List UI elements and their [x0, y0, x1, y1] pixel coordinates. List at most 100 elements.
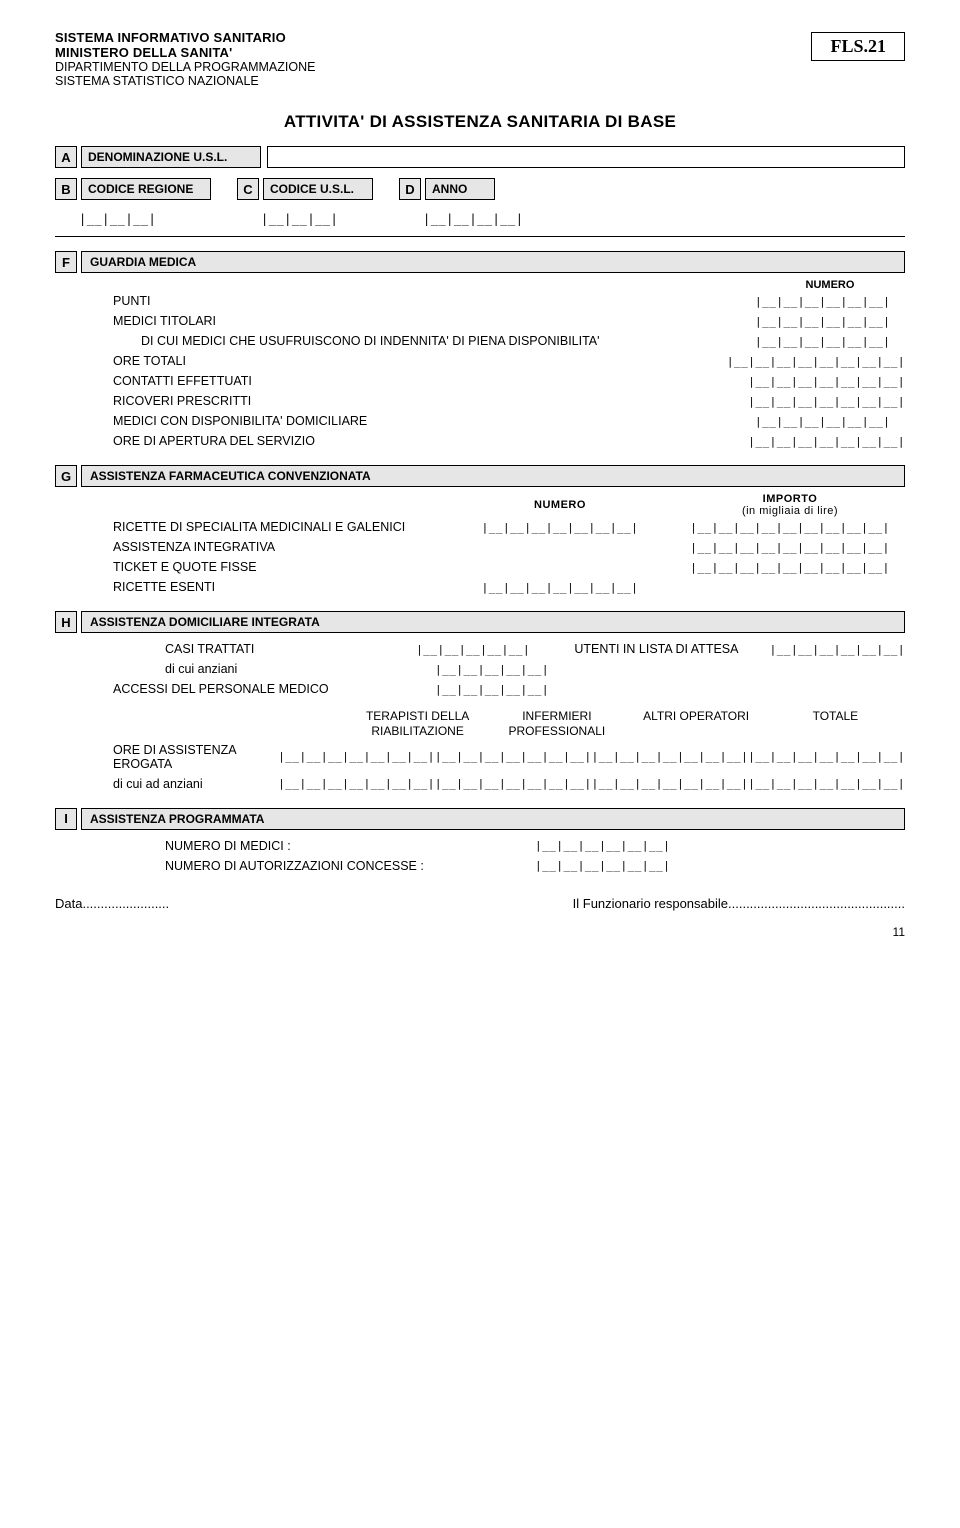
field-input-importo[interactable]: |__|__|__|__|__|__|__|__|__| [675, 561, 905, 574]
input-anziani[interactable]: |__|__|__|__|__| [435, 663, 605, 676]
table-cell-input[interactable]: |__|__|__|__|__|__|__| [435, 777, 592, 790]
field-row: MEDICI CON DISPONIBILITA' DOMICILIARE|__… [55, 411, 905, 431]
field-label: RICETTE DI SPECIALITA MEDICINALI E GALEN… [113, 520, 445, 534]
table-cell-input[interactable]: |__|__|__|__|__|__|__| [278, 777, 435, 790]
label-anno: ANNO [425, 178, 495, 200]
field-label: DI CUI MEDICI CHE USUFRUISCONO DI INDENN… [141, 334, 755, 348]
footer-signer: Il Funzionario responsabile.............… [573, 896, 905, 911]
letter-f: F [55, 251, 77, 273]
label-anziani: di cui anziani [165, 662, 435, 676]
field-label: NUMERO DI MEDICI : [165, 839, 535, 853]
row-denominazione: A DENOMINAZIONE U.S.L. [55, 146, 905, 168]
field-row: RICOVERI PRESCRITTI|__|__|__|__|__|__|__… [55, 391, 905, 411]
colhead-infermieri: INFERMIERI PROFESSIONALI [487, 707, 626, 740]
label-section-g: ASSISTENZA FARMACEUTICA CONVENZIONATA [81, 465, 905, 487]
field-input[interactable]: |__|__|__|__|__|__| [755, 415, 905, 428]
col-header-importo-text: IMPORTO [763, 493, 818, 505]
letter-h: H [55, 611, 77, 633]
field-label: TICKET E QUOTE FISSE [113, 560, 445, 574]
letter-d: D [399, 178, 421, 200]
field-input-numero[interactable]: |__|__|__|__|__|__|__| [445, 581, 675, 594]
letter-g: G [55, 465, 77, 487]
row-casi-trattati: CASI TRATTATI |__|__|__|__|__| UTENTI IN… [55, 639, 905, 659]
colhead-altri: ALTRI OPERATORI [627, 707, 766, 740]
table-cell-input[interactable]: |__|__|__|__|__|__|__| [748, 777, 905, 790]
col-header-numero-g: NUMERO [445, 499, 675, 511]
row-label: ORE DI ASSISTENZA EROGATA [113, 743, 278, 771]
field-input[interactable]: |__|__|__|__|__|__| [535, 859, 705, 872]
footer-data: Data........................ [55, 896, 169, 911]
section-i-bar: I ASSISTENZA PROGRAMMATA [55, 808, 905, 830]
input-denominazione[interactable] [267, 146, 905, 168]
table-cell-input[interactable]: |__|__|__|__|__|__|__| [748, 750, 905, 763]
label-utenti-lista: UTENTI IN LISTA DI ATTESA [574, 642, 769, 656]
field-input[interactable]: |__|__|__|__|__|__| [535, 839, 705, 852]
section-h-data: ORE DI ASSISTENZA EROGATA|__|__|__|__|__… [55, 740, 905, 794]
field-label: MEDICI CON DISPONIBILITA' DOMICILIARE [113, 414, 755, 428]
section-g-colhead: NUMERO IMPORTO (in migliaia di lire) [55, 493, 905, 517]
form-code-box: FLS.21 [811, 32, 905, 61]
table-cell-input[interactable]: |__|__|__|__|__|__|__| [435, 750, 592, 763]
section-f-rows: PUNTI|__|__|__|__|__|__|MEDICI TITOLARI|… [55, 291, 905, 451]
letter-c: C [237, 178, 259, 200]
col-codice-regione: B CODICE REGIONE |__|__|__| [55, 178, 211, 226]
col-header-importo: IMPORTO (in migliaia di lire) [675, 493, 905, 517]
row-accessi: ACCESSI DEL PERSONALE MEDICO |__|__|__|_… [55, 679, 905, 699]
field-row: ASSISTENZA INTEGRATIVA |__|__|__|__|__|__… [55, 537, 905, 557]
footer: Data........................ Il Funziona… [55, 896, 905, 911]
table-cell-input[interactable]: |__|__|__|__|__|__|__| [592, 777, 749, 790]
label-accessi: ACCESSI DEL PERSONALE MEDICO [113, 682, 435, 696]
input-utenti-lista[interactable]: |__|__|__|__|__|__| [770, 643, 905, 656]
col-header-numero: NUMERO [755, 279, 905, 291]
page-title: ATTIVITA' DI ASSISTENZA SANITARIA DI BAS… [55, 112, 905, 132]
field-input[interactable]: |__|__|__|__|__|__| [755, 295, 905, 308]
label-codice-regione: CODICE REGIONE [81, 178, 211, 200]
table-cell-input[interactable]: |__|__|__|__|__|__|__| [278, 750, 435, 763]
label-section-i: ASSISTENZA PROGRAMMATA [81, 808, 905, 830]
field-input-numero[interactable]: |__|__|__|__|__|__|__| [445, 521, 675, 534]
field-input-importo[interactable]: |__|__|__|__|__|__|__|__|__| [675, 521, 905, 534]
field-input[interactable]: |__|__|__|__|__|__|__| [748, 395, 905, 408]
label-codice-usl: CODICE U.S.L. [263, 178, 373, 200]
input-accessi[interactable]: |__|__|__|__|__| [435, 683, 549, 696]
input-casi-trattati[interactable]: |__|__|__|__|__| [416, 643, 574, 656]
field-input[interactable]: |__|__|__|__|__|__|__| [748, 375, 905, 388]
col-header-importo-sub: (in migliaia di lire) [742, 505, 838, 517]
section-f-colhead: NUMERO [55, 279, 905, 291]
letter-a: A [55, 146, 77, 168]
label-denominazione: DENOMINAZIONE U.S.L. [81, 146, 261, 168]
colhead-terapisti: TERAPISTI DELLA RIABILITAZIONE [348, 707, 487, 740]
input-anno[interactable]: |__|__|__|__| [423, 212, 523, 226]
field-label: CONTATTI EFFETTUATI [113, 374, 748, 388]
field-input[interactable]: |__|__|__|__|__|__| [755, 315, 905, 328]
header-line-4: SISTEMA STATISTICO NAZIONALE [55, 74, 315, 88]
field-row: NUMERO DI MEDICI :|__|__|__|__|__|__| [55, 836, 905, 856]
field-row: NUMERO DI AUTORIZZAZIONI CONCESSE :|__|_… [55, 856, 905, 876]
field-row: DI CUI MEDICI CHE USUFRUISCONO DI INDENN… [55, 331, 905, 351]
header-line-3: DIPARTIMENTO DELLA PROGRAMMAZIONE [55, 60, 315, 74]
input-codice-regione[interactable]: |__|__|__| [79, 212, 211, 226]
col-codice-usl: C CODICE U.S.L. |__|__|__| [237, 178, 373, 226]
section-g-rows: RICETTE DI SPECIALITA MEDICINALI E GALEN… [55, 517, 905, 597]
label-section-h: ASSISTENZA DOMICILIARE INTEGRATA [81, 611, 905, 633]
section-f-bar: F GUARDIA MEDICA [55, 251, 905, 273]
field-label: PUNTI [113, 294, 755, 308]
section-i-rows: NUMERO DI MEDICI :|__|__|__|__|__|__|NUM… [55, 836, 905, 876]
field-input[interactable]: |__|__|__|__|__|__|__|__| [727, 355, 905, 368]
table-row: di cui ad anziani|__|__|__|__|__|__|__||… [55, 774, 905, 794]
page-number: 11 [55, 925, 905, 939]
header-line-2: MINISTERO DELLA SANITA' [55, 45, 315, 60]
field-label: ASSISTENZA INTEGRATIVA [113, 540, 445, 554]
field-label: NUMERO DI AUTORIZZAZIONI CONCESSE : [165, 859, 535, 873]
letter-i: I [55, 808, 77, 830]
section-h-bar: H ASSISTENZA DOMICILIARE INTEGRATA [55, 611, 905, 633]
field-row: MEDICI TITOLARI|__|__|__|__|__|__| [55, 311, 905, 331]
input-codice-usl[interactable]: |__|__|__| [261, 212, 373, 226]
field-input-importo[interactable]: |__|__|__|__|__|__|__|__|__| [675, 541, 905, 554]
label-casi-trattati: CASI TRATTATI [165, 642, 416, 656]
field-input[interactable]: |__|__|__|__|__|__| [755, 335, 905, 348]
divider [55, 236, 905, 237]
table-cell-input[interactable]: |__|__|__|__|__|__|__| [592, 750, 749, 763]
field-label: RICOVERI PRESCRITTI [113, 394, 748, 408]
field-input[interactable]: |__|__|__|__|__|__|__| [748, 435, 905, 448]
